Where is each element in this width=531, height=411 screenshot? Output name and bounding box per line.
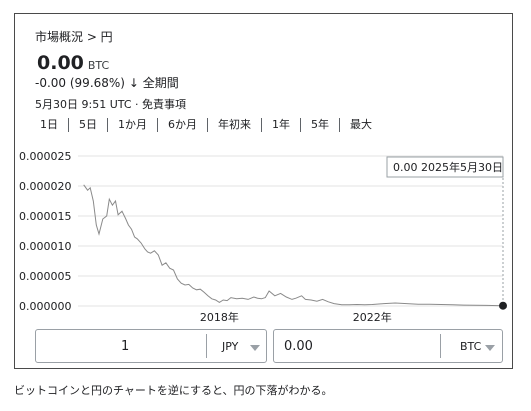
range-separator — [300, 118, 301, 132]
price-chart[interactable]: 0.000025 0.000020 0.000015 0.000010 0.000005… — [15, 150, 514, 330]
to-currency-select[interactable]: BTC — [460, 340, 482, 353]
x-tick-label: 2018年 — [200, 310, 239, 324]
breadcrumb[interactable]: 市場概況 > 円 — [35, 30, 113, 44]
y-tick-label: 0.000000 — [19, 300, 72, 313]
range-separator — [157, 118, 158, 132]
tooltip-text: 0.00 2025年5月30日 — [393, 160, 503, 174]
from-amount-input[interactable]: 1 — [121, 339, 130, 354]
range-separator — [261, 118, 262, 132]
hover-marker — [499, 301, 507, 310]
timestamp-disclaimer: 5月30日 9:51 UTC · 免責事項 — [35, 98, 186, 111]
to-amount-box: 0.00 BTC — [273, 329, 503, 363]
from-currency-select[interactable]: JPY — [222, 340, 239, 353]
currency-converter: 1 JPY 0.00 BTC — [35, 329, 503, 363]
y-tick-label: 0.000020 — [19, 180, 72, 193]
range-tab-2[interactable]: 1か月 — [118, 118, 147, 131]
price-value: 0.00 — [37, 52, 84, 74]
range-tab-4[interactable]: 年初来 — [218, 118, 251, 131]
chevron-down-icon[interactable] — [250, 345, 260, 351]
divider — [440, 334, 441, 358]
series-line — [83, 184, 504, 307]
from-amount-box: 1 JPY — [35, 329, 267, 363]
y-tick-label: 0.000025 — [19, 150, 72, 163]
change-text: -0.00 (99.68%) — [35, 76, 125, 90]
x-tick-label: 2022年 — [353, 310, 392, 324]
price-unit: BTC — [87, 59, 110, 72]
range-separator — [107, 118, 108, 132]
caption: ビットコインと円のチャートを逆にすると、円の下落がわかる。 — [14, 384, 333, 397]
range-separator — [68, 118, 69, 132]
price-change: -0.00 (99.68%) ↓ 全期間 — [35, 74, 179, 91]
range-tab-6[interactable]: 5年 — [311, 118, 329, 131]
down-arrow-icon: ↓ — [128, 76, 139, 90]
range-separator — [207, 118, 208, 132]
to-amount-input[interactable]: 0.00 — [284, 339, 313, 354]
chevron-down-icon[interactable] — [485, 345, 495, 351]
y-tick-label: 0.000005 — [19, 270, 72, 283]
y-tick-label: 0.000010 — [19, 240, 72, 253]
range-tab-3[interactable]: 6か月 — [168, 118, 197, 131]
range-tab-1[interactable]: 5日 — [79, 118, 97, 131]
range-tab-7[interactable]: 最大 — [350, 118, 372, 131]
price-display: 0.00 BTC — [37, 52, 109, 74]
range-tab-0[interactable]: 1日 — [40, 118, 58, 131]
change-period: 全期間 — [142, 76, 179, 90]
currency-card: 市場概況 > 円 0.00 BTC -0.00 (99.68%) ↓ 全期間 5月… — [14, 13, 513, 369]
tooltip-box — [386, 156, 504, 178]
range-tab-5[interactable]: 1年 — [272, 118, 290, 131]
y-tick-label: 0.000015 — [19, 210, 72, 223]
range-separator — [339, 118, 340, 132]
range-selector: 1日 5日 1か月 6か月 年初来 1年 5年 最大 — [30, 118, 382, 132]
divider — [206, 334, 207, 358]
